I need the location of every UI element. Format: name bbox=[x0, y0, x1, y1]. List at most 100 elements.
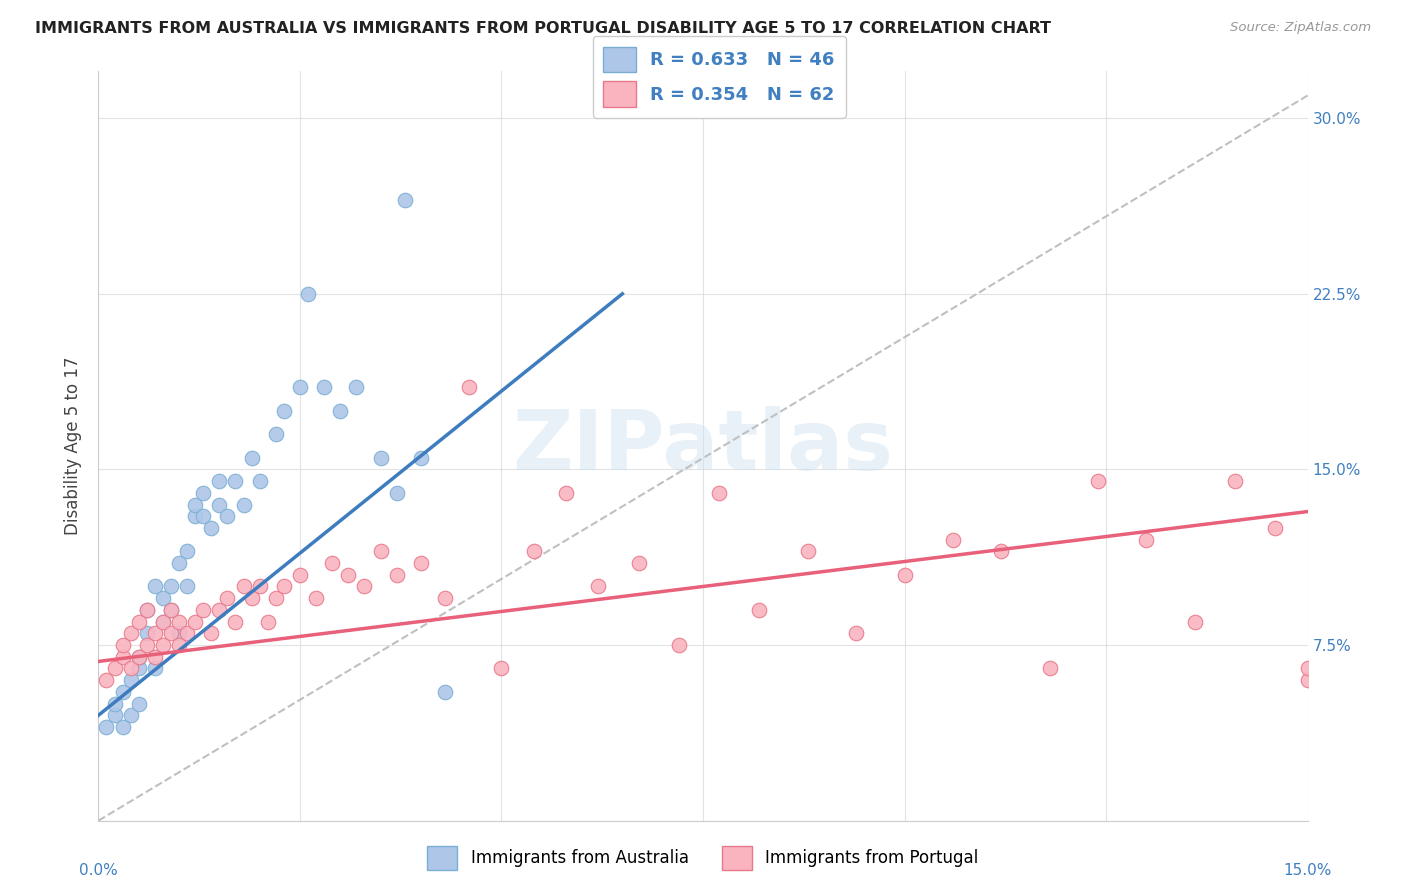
Point bbox=[523, 544, 546, 558]
Point bbox=[135, 603, 157, 617]
Point bbox=[120, 626, 142, 640]
Point bbox=[200, 626, 222, 640]
Point bbox=[249, 474, 271, 488]
Point bbox=[143, 661, 166, 675]
Point bbox=[240, 591, 263, 606]
Point bbox=[409, 450, 432, 465]
Point bbox=[184, 509, 207, 524]
Point bbox=[176, 580, 198, 594]
Point bbox=[264, 427, 287, 442]
Point bbox=[120, 673, 142, 688]
Point bbox=[434, 591, 457, 606]
Point bbox=[555, 485, 578, 500]
Point bbox=[208, 498, 231, 512]
Point bbox=[167, 626, 190, 640]
Point bbox=[103, 661, 125, 675]
Point bbox=[1296, 661, 1319, 675]
Point bbox=[135, 638, 157, 652]
Point bbox=[329, 404, 352, 418]
Point bbox=[1184, 615, 1206, 629]
Point bbox=[160, 626, 183, 640]
Point bbox=[273, 404, 295, 418]
Point bbox=[208, 474, 231, 488]
Point bbox=[434, 685, 457, 699]
Point bbox=[232, 580, 254, 594]
Point bbox=[184, 615, 207, 629]
Legend: Immigrants from Australia, Immigrants from Portugal: Immigrants from Australia, Immigrants fr… bbox=[420, 839, 986, 877]
Point bbox=[668, 638, 690, 652]
Point bbox=[103, 697, 125, 711]
Point bbox=[152, 615, 174, 629]
Point bbox=[96, 720, 118, 734]
Point bbox=[103, 708, 125, 723]
Point bbox=[224, 474, 246, 488]
Point bbox=[321, 556, 343, 570]
Point bbox=[627, 556, 650, 570]
Point bbox=[217, 509, 239, 524]
Point bbox=[748, 603, 770, 617]
Point bbox=[305, 591, 328, 606]
Point bbox=[96, 673, 118, 688]
Point bbox=[111, 685, 134, 699]
Point bbox=[353, 580, 375, 594]
Text: ZIPatlas: ZIPatlas bbox=[513, 406, 893, 486]
Point bbox=[128, 661, 150, 675]
Point bbox=[288, 380, 311, 394]
Point bbox=[240, 450, 263, 465]
Point bbox=[160, 603, 183, 617]
Point bbox=[128, 649, 150, 664]
Point bbox=[586, 580, 609, 594]
Point bbox=[152, 591, 174, 606]
Point bbox=[167, 615, 190, 629]
Point bbox=[370, 450, 392, 465]
Point bbox=[152, 638, 174, 652]
Point bbox=[208, 603, 231, 617]
Point bbox=[273, 580, 295, 594]
Point bbox=[1039, 661, 1062, 675]
Point bbox=[111, 638, 134, 652]
Legend: R = 0.633   N = 46, R = 0.354   N = 62: R = 0.633 N = 46, R = 0.354 N = 62 bbox=[592, 36, 845, 118]
Point bbox=[256, 615, 278, 629]
Point bbox=[1296, 673, 1319, 688]
Point bbox=[990, 544, 1012, 558]
Point bbox=[200, 521, 222, 535]
Point bbox=[491, 661, 513, 675]
Point bbox=[1087, 474, 1109, 488]
Text: 15.0%: 15.0% bbox=[1284, 863, 1331, 878]
Point bbox=[458, 380, 481, 394]
Point bbox=[128, 697, 150, 711]
Point bbox=[167, 638, 190, 652]
Point bbox=[845, 626, 868, 640]
Point bbox=[344, 380, 367, 394]
Point bbox=[370, 544, 392, 558]
Point bbox=[1135, 533, 1157, 547]
Point bbox=[143, 649, 166, 664]
Point bbox=[193, 509, 215, 524]
Point bbox=[128, 615, 150, 629]
Point bbox=[135, 603, 157, 617]
Point bbox=[143, 626, 166, 640]
Point bbox=[249, 580, 271, 594]
Point bbox=[193, 603, 215, 617]
Point bbox=[224, 615, 246, 629]
Point bbox=[193, 485, 215, 500]
Point bbox=[1264, 521, 1286, 535]
Text: IMMIGRANTS FROM AUSTRALIA VS IMMIGRANTS FROM PORTUGAL DISABILITY AGE 5 TO 17 COR: IMMIGRANTS FROM AUSTRALIA VS IMMIGRANTS … bbox=[35, 21, 1052, 36]
Point bbox=[120, 708, 142, 723]
Text: 0.0%: 0.0% bbox=[79, 863, 118, 878]
Point bbox=[167, 556, 190, 570]
Point bbox=[385, 485, 408, 500]
Point bbox=[111, 649, 134, 664]
Point bbox=[314, 380, 336, 394]
Point bbox=[264, 591, 287, 606]
Point bbox=[160, 580, 183, 594]
Point bbox=[217, 591, 239, 606]
Point bbox=[942, 533, 965, 547]
Point bbox=[160, 603, 183, 617]
Text: Source: ZipAtlas.com: Source: ZipAtlas.com bbox=[1230, 21, 1371, 34]
Point bbox=[176, 626, 198, 640]
Point bbox=[135, 626, 157, 640]
Point bbox=[797, 544, 820, 558]
Point bbox=[297, 286, 319, 301]
Point bbox=[1223, 474, 1246, 488]
